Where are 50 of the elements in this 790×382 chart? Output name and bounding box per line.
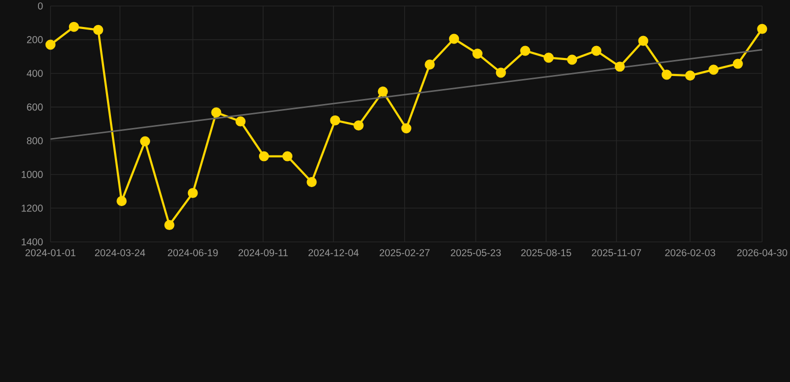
point <box>757 24 768 34</box>
point <box>235 116 246 126</box>
point <box>93 24 104 35</box>
y-tick-label: 1200 <box>22 204 43 212</box>
y-tick-label: 200 <box>27 36 43 44</box>
point <box>68 22 79 32</box>
x-tick-label: 2024-12-04 <box>308 249 359 256</box>
x-tick-label: 2024-09-11 <box>238 249 288 256</box>
point <box>116 196 127 206</box>
point <box>45 40 56 50</box>
point <box>401 123 412 134</box>
point <box>211 107 222 118</box>
y-tick-label: 400 <box>26 70 43 77</box>
point <box>282 151 292 162</box>
y-tick-label: 800 <box>26 137 43 144</box>
point <box>638 36 648 46</box>
x-tick-label: 2025-11-07 <box>592 249 642 256</box>
point <box>448 34 460 44</box>
point <box>567 54 578 65</box>
point <box>662 70 672 80</box>
x-tick-label: 2026-02-03 <box>665 249 716 256</box>
point <box>496 68 506 78</box>
point <box>188 188 198 198</box>
point <box>544 52 554 63</box>
y-tick-label: 600 <box>27 103 43 110</box>
point <box>472 48 483 59</box>
y-tick-label: 0 <box>38 2 43 10</box>
x-tick-label: 2026-04-30 <box>737 249 788 256</box>
point <box>708 64 719 75</box>
x-tick-label: 2024-06-19 <box>168 249 218 256</box>
point <box>520 46 530 56</box>
point <box>378 86 388 97</box>
y-tick-label: 1000 <box>22 170 43 178</box>
y-tick-label: 1400 <box>22 238 43 246</box>
point <box>258 151 270 162</box>
point <box>164 220 174 230</box>
point <box>306 176 317 187</box>
point <box>140 136 150 146</box>
point <box>685 70 696 81</box>
point <box>330 115 340 126</box>
point <box>614 61 625 72</box>
x-tick-label: 2025-05-23 <box>450 249 501 256</box>
x-tick-label: 2024-03-24 <box>95 249 146 256</box>
point <box>591 46 602 56</box>
point <box>424 59 435 70</box>
x-tick-label: 2025-02-27 <box>380 249 430 256</box>
x-tick-label: 2024-01-01 <box>26 249 76 256</box>
x-tick-label: 2025-08-15 <box>521 249 572 256</box>
point <box>732 58 743 69</box>
point <box>354 120 364 130</box>
